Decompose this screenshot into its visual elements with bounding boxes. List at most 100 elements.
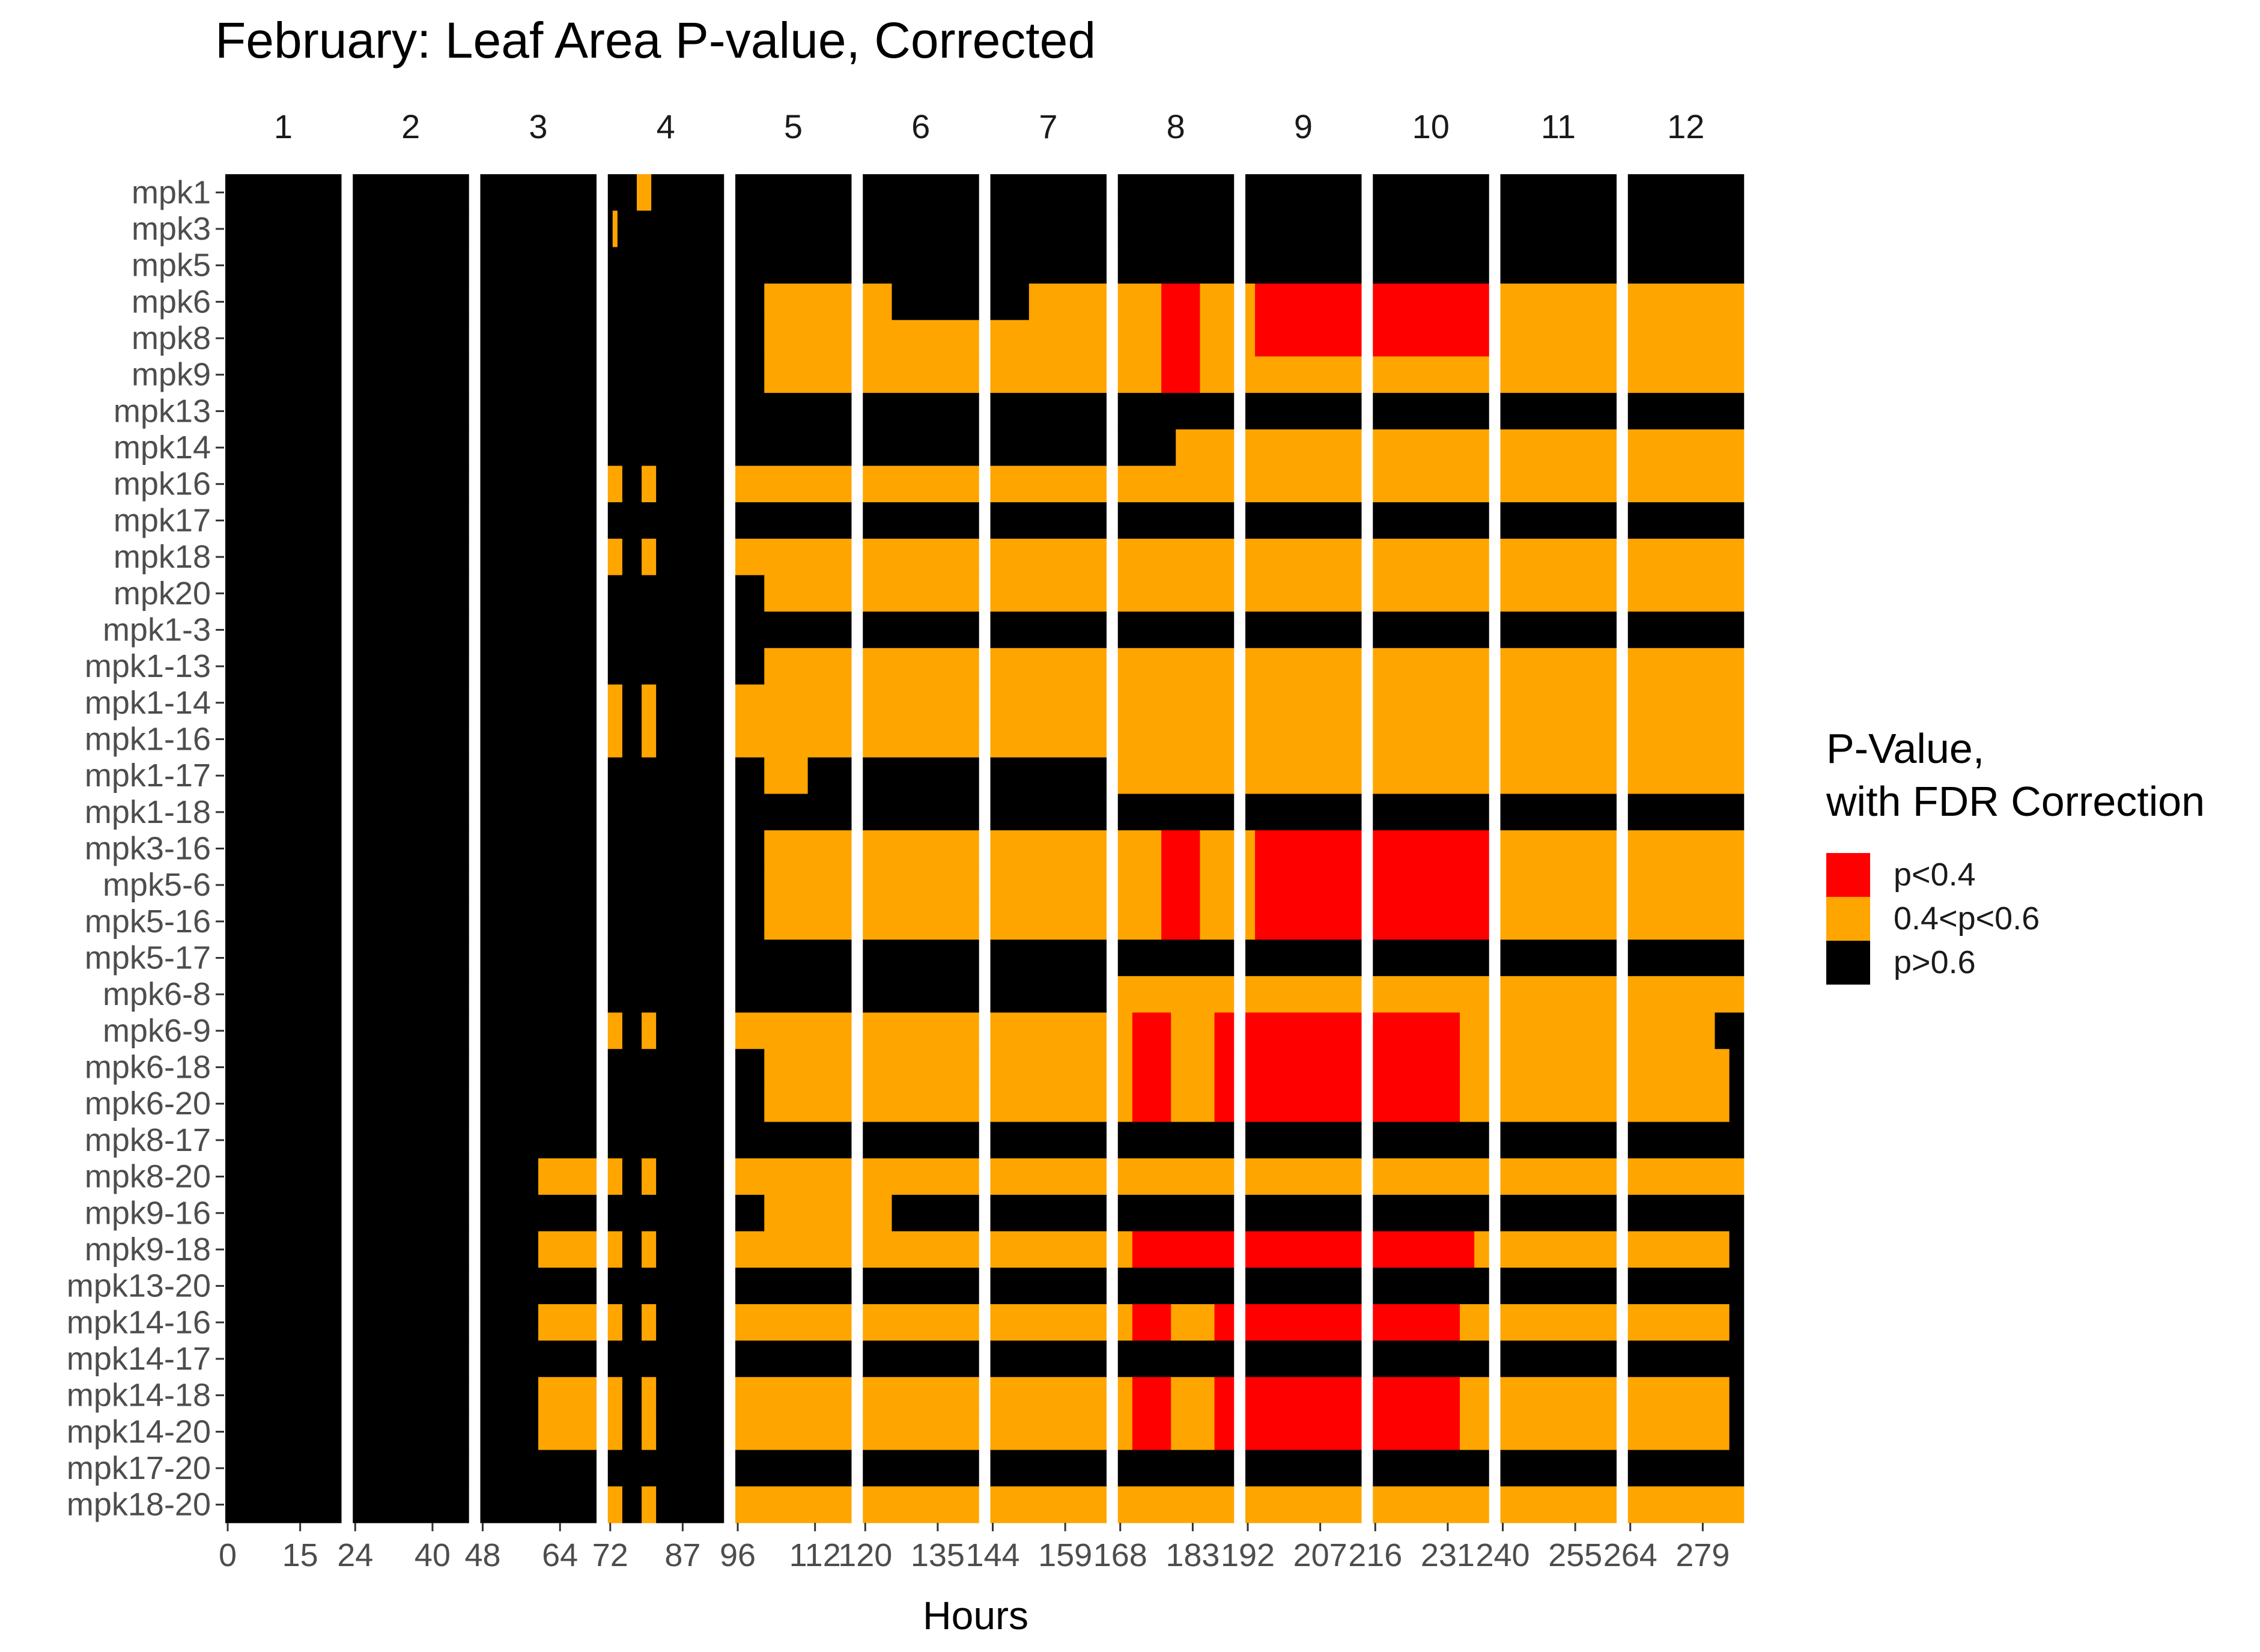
facet-strip-label: 1: [274, 108, 293, 145]
heatmap-cell: [1117, 1377, 1133, 1414]
heatmap-cell: [607, 284, 724, 321]
heatmap-cell: [353, 1377, 469, 1414]
heatmap-cell: [1200, 356, 1235, 393]
heatmap-cell: [225, 502, 342, 539]
heatmap-cell: [353, 284, 469, 321]
heatmap-cell: [353, 612, 469, 649]
heatmap-cell: [735, 1158, 852, 1195]
y-tick-label: mpk1-17: [85, 758, 211, 794]
heatmap-cell: [764, 648, 852, 685]
heatmap-cell: [1373, 1450, 1489, 1487]
heatmap-cell: [607, 1413, 623, 1451]
heatmap-cell: [1117, 684, 1235, 721]
heatmap-cell: [353, 1194, 469, 1232]
legend-swatch: [1826, 941, 1870, 985]
heatmap-cell: [607, 247, 724, 284]
legend-label: p<0.4: [1894, 857, 1976, 893]
x-tick-label: 264: [1603, 1537, 1657, 1573]
heatmap-cell: [651, 174, 724, 211]
y-tick-label: mpk6-9: [103, 1013, 211, 1049]
heatmap-cell: [607, 1304, 623, 1341]
heatmap-cell: [225, 684, 342, 721]
heatmap-cell: [353, 1085, 469, 1123]
heatmap-cell: [353, 466, 469, 503]
heatmap-cell: [1627, 174, 1745, 211]
heatmap-cell: [1500, 612, 1617, 649]
heatmap-cell: [1500, 1340, 1617, 1377]
heatmap-cell: [480, 393, 597, 430]
heatmap-cell: [1373, 1413, 1460, 1451]
heatmap-cell: [353, 502, 469, 539]
heatmap-cell: [1117, 356, 1162, 393]
facet-panel-5: 5: [735, 108, 852, 1523]
heatmap-cell: [1627, 684, 1745, 721]
heatmap-cell: [735, 1049, 765, 1086]
heatmap-cell: [617, 210, 724, 247]
heatmap-cell: [1245, 174, 1362, 211]
heatmap-cell: [735, 1413, 852, 1451]
heatmap-cell: [622, 1158, 642, 1195]
heatmap-cell: [607, 1231, 623, 1268]
heatmap-cell: [622, 1413, 642, 1451]
heatmap-cell: [1373, 284, 1489, 321]
heatmap-cell: [863, 538, 979, 575]
heatmap-cell: [225, 174, 342, 211]
heatmap-cell: [225, 721, 342, 758]
heatmap-cell: [637, 174, 652, 211]
heatmap-cell: [1627, 1413, 1730, 1451]
heatmap-cell: [1245, 1450, 1362, 1487]
heatmap-cell: [1117, 502, 1235, 539]
heatmap-cell: [1245, 866, 1256, 904]
heatmap-cell: [1627, 320, 1745, 357]
heatmap-cell: [225, 1012, 342, 1049]
heatmap-cell: [656, 538, 724, 575]
heatmap-cell: [622, 684, 642, 721]
heatmap-cell: [607, 684, 623, 721]
heatmap-cell: [863, 648, 979, 685]
y-tick-label: mpk3: [132, 211, 211, 247]
heatmap-cell: [764, 757, 809, 794]
heatmap-cell: [353, 903, 469, 940]
heatmap-cell: [1627, 1340, 1745, 1377]
heatmap-cell: [990, 757, 1107, 794]
heatmap-cell: [1627, 538, 1745, 575]
y-tick-label: mpk18: [114, 539, 211, 575]
legend-swatch: [1826, 853, 1870, 897]
heatmap-cell: [1373, 1304, 1460, 1341]
heatmap-cell: [1500, 210, 1617, 247]
heatmap-cell: [1729, 1304, 1745, 1341]
heatmap-cell: [607, 903, 724, 940]
heatmap-cell: [735, 575, 765, 612]
facet-strip-label: 3: [529, 108, 547, 145]
heatmap-cell: [1117, 320, 1162, 357]
heatmap-cell: [225, 284, 342, 321]
heatmap-cell: [1373, 721, 1489, 758]
heatmap-cell: [1627, 903, 1745, 940]
heatmap-cell: [607, 502, 724, 539]
heatmap-cell: [353, 830, 469, 867]
heatmap-cell: [656, 1486, 724, 1523]
heatmap-cell: [480, 538, 597, 575]
heatmap-cell: [1132, 1377, 1171, 1414]
heatmap-cell: [225, 1450, 342, 1487]
heatmap-cell: [225, 466, 342, 503]
heatmap-cell: [1117, 1413, 1133, 1451]
heatmap-cell: [1500, 1450, 1617, 1487]
heatmap-cell: [1500, 284, 1617, 321]
heatmap-cell: [1500, 466, 1617, 503]
heatmap-cell: [990, 1304, 1107, 1341]
heatmap-cell: [1373, 174, 1489, 211]
heatmap-cell: [480, 174, 597, 211]
y-tick-label: mpk1-14: [85, 685, 211, 721]
heatmap-cell: [225, 1158, 342, 1195]
heatmap-cell: [1245, 538, 1362, 575]
heatmap-cell: [225, 1486, 342, 1523]
heatmap-cell: [1627, 356, 1745, 393]
heatmap-cell: [1500, 393, 1617, 430]
heatmap-cell: [1373, 1194, 1489, 1232]
heatmap-cell: [1255, 284, 1362, 321]
heatmap-cell: [480, 356, 597, 393]
y-tick-label: mpk14: [114, 430, 211, 466]
heatmap-cell: [735, 1486, 852, 1523]
heatmap-cell: [990, 247, 1107, 284]
